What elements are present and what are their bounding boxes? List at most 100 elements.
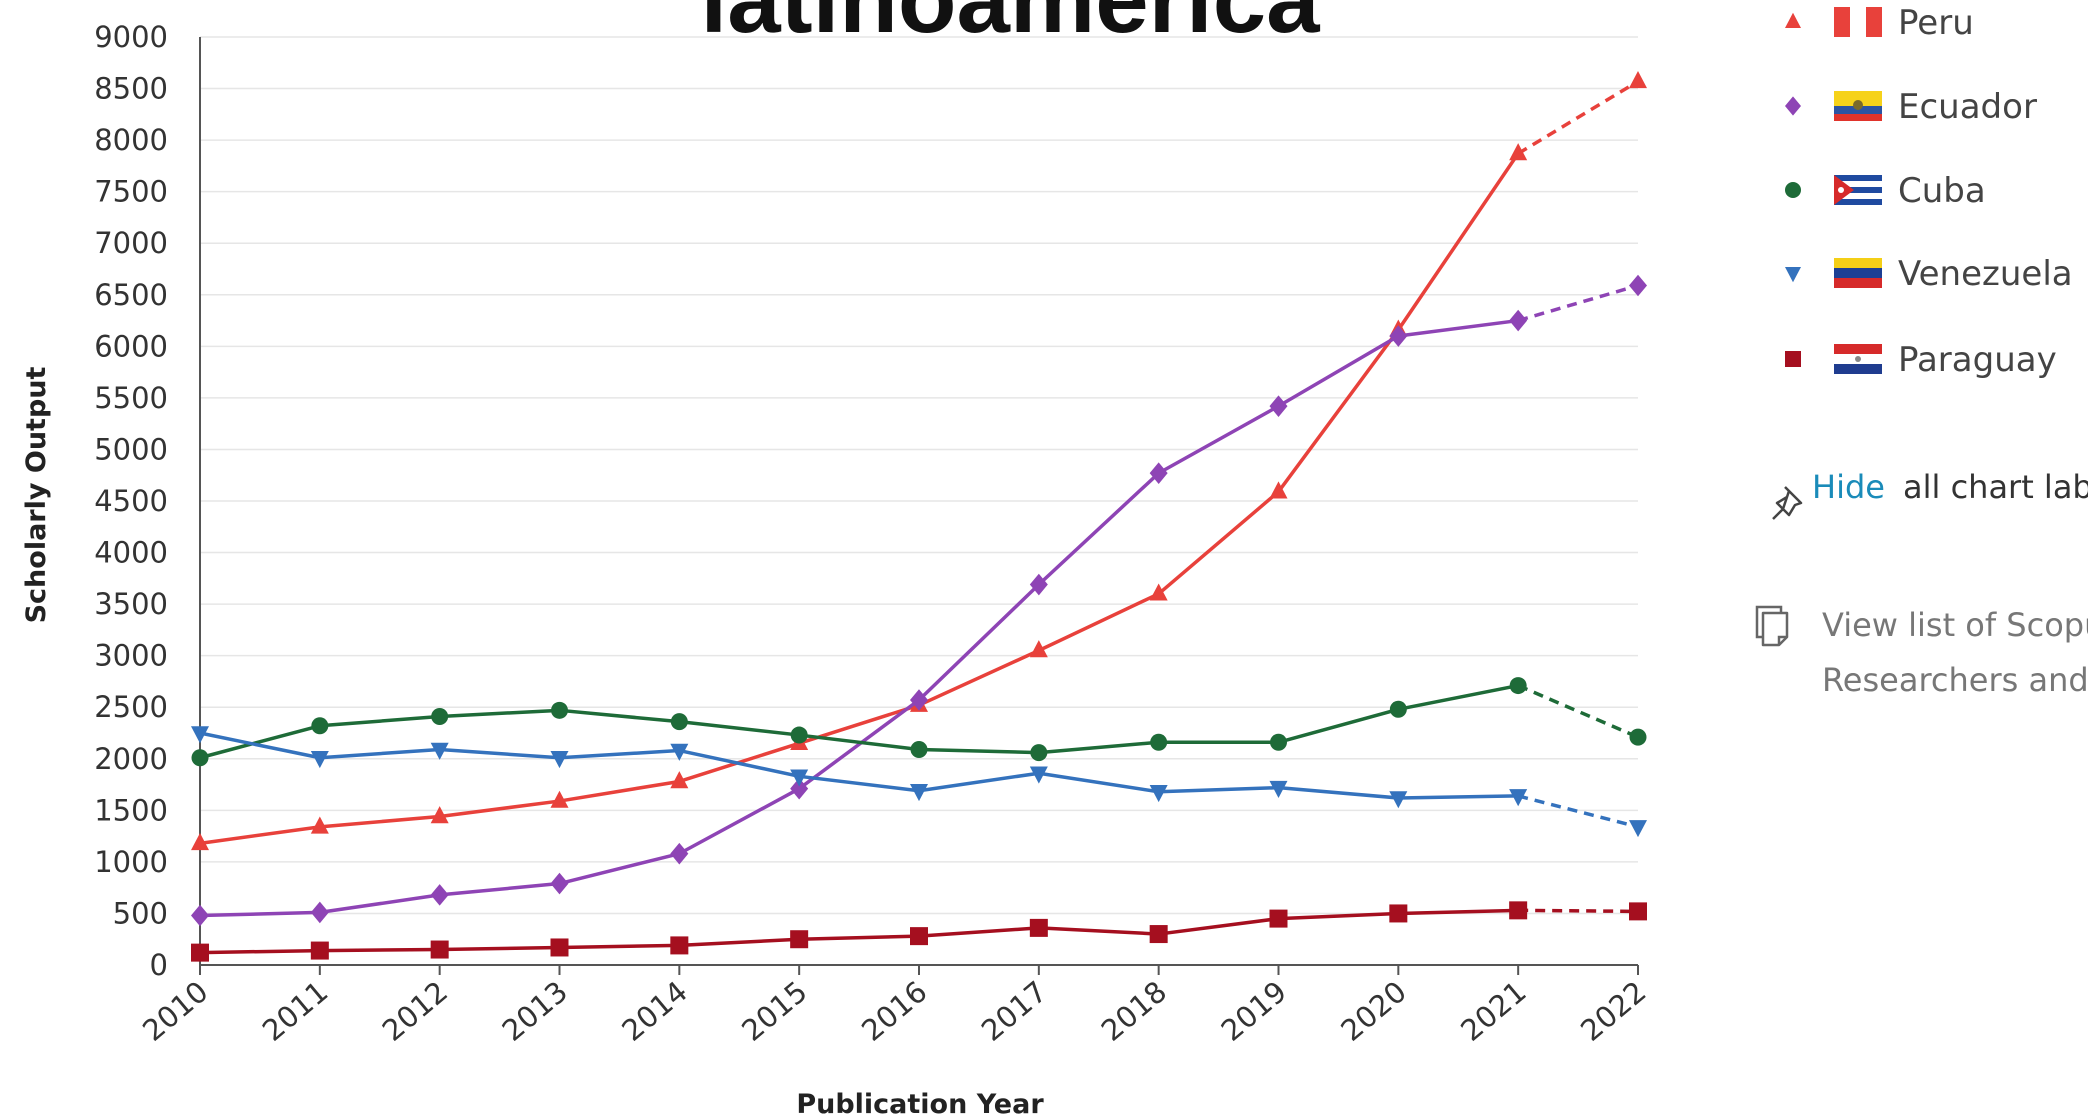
data-point[interactable] — [1629, 70, 1647, 89]
data-point[interactable] — [1509, 677, 1527, 695]
y-tick-label: 5500 — [94, 381, 168, 415]
data-point[interactable] — [1149, 462, 1168, 484]
data-point[interactable] — [191, 832, 209, 851]
data-point[interactable] — [430, 806, 449, 824]
y-tick-label: 9000 — [94, 20, 168, 54]
legend-marker[interactable] — [1785, 267, 1801, 283]
data-point[interactable] — [910, 783, 928, 802]
legend-marker[interactable] — [1785, 351, 1801, 367]
data-point[interactable] — [550, 872, 569, 895]
data-point[interactable] — [550, 790, 569, 808]
flag-peru-icon — [1834, 7, 1882, 37]
data-point[interactable] — [1389, 700, 1407, 718]
data-point[interactable] — [1029, 766, 1048, 784]
data-point[interactable] — [1509, 143, 1528, 161]
y-tick-label: 4500 — [94, 484, 168, 518]
hide-labels-text: all chart labe — [1903, 468, 2088, 506]
legend-marker[interactable] — [1785, 182, 1801, 198]
data-point[interactable] — [1629, 274, 1647, 297]
legend-item-ecuador[interactable]: Ecuador — [1785, 87, 2037, 127]
data-point[interactable] — [430, 884, 449, 906]
data-point[interactable] — [1389, 325, 1408, 347]
view-list-line1[interactable]: View list of Scopu — [1822, 606, 2088, 644]
legend-item-venezuela[interactable]: Venezuela — [1785, 254, 2073, 294]
data-point[interactable] — [670, 771, 689, 789]
legend-item-cuba[interactable]: Cuba — [1785, 171, 1986, 211]
data-point[interactable] — [310, 901, 329, 924]
legend-label: Paraguay — [1898, 340, 2057, 380]
y-tick-label: 6000 — [94, 329, 168, 363]
data-point[interactable] — [1629, 820, 1647, 838]
data-point[interactable] — [310, 941, 329, 960]
series — [191, 70, 1647, 962]
view-list-line2[interactable]: Researchers and C — [1822, 661, 2088, 699]
view-list-control[interactable]: View list of Scopu Researchers and C — [1755, 605, 2088, 699]
data-point[interactable] — [550, 750, 569, 769]
data-point[interactable] — [1269, 780, 1288, 798]
y-tick-label: 2500 — [94, 690, 168, 724]
data-point[interactable] — [1030, 744, 1048, 762]
y-tick-label: 8000 — [94, 123, 168, 157]
series-projected-line — [1517, 283, 1639, 323]
data-point[interactable] — [790, 769, 809, 787]
data-point[interactable] — [670, 936, 689, 955]
series-peru — [191, 70, 1647, 851]
data-point[interactable] — [1269, 395, 1288, 417]
data-point[interactable] — [191, 726, 209, 744]
data-point[interactable] — [1509, 901, 1528, 920]
data-point[interactable] — [191, 904, 209, 927]
data-point[interactable] — [1149, 583, 1168, 601]
hide-labels-control[interactable]: Hide all chart labe — [1772, 468, 2088, 520]
legend-marker[interactable] — [1785, 96, 1801, 116]
data-point[interactable] — [910, 689, 928, 711]
data-point[interactable] — [1150, 733, 1168, 751]
y-tick-label: 500 — [113, 896, 168, 930]
data-point[interactable] — [191, 749, 209, 767]
data-point[interactable] — [310, 750, 329, 769]
data-point[interactable] — [1029, 573, 1048, 596]
y-tick-label: 7000 — [94, 226, 168, 260]
data-point[interactable] — [1389, 791, 1408, 809]
data-point[interactable] — [910, 927, 928, 946]
series-ecuador — [191, 274, 1647, 927]
data-point[interactable] — [431, 708, 449, 726]
data-point[interactable] — [670, 713, 688, 731]
data-point[interactable] — [1149, 925, 1168, 944]
data-point[interactable] — [670, 842, 689, 865]
data-point[interactable] — [430, 742, 449, 760]
data-point[interactable] — [310, 816, 329, 834]
legend-marker[interactable] — [1785, 12, 1801, 28]
data-point[interactable] — [1269, 909, 1288, 928]
data-point[interactable] — [1629, 728, 1647, 746]
data-point[interactable] — [311, 717, 329, 735]
data-point[interactable] — [790, 726, 808, 744]
data-point[interactable] — [1509, 789, 1528, 807]
y-tick-label: 7500 — [94, 175, 168, 209]
data-point[interactable] — [670, 743, 689, 761]
data-point[interactable] — [1029, 918, 1048, 937]
y-tick-label: 1000 — [94, 845, 168, 879]
data-point[interactable] — [550, 938, 569, 957]
data-point[interactable] — [551, 701, 568, 719]
legend-item-paraguay[interactable]: Paraguay — [1785, 340, 2057, 380]
data-point[interactable] — [1029, 640, 1048, 658]
series-projected-line — [1517, 794, 1639, 829]
data-point[interactable] — [191, 943, 209, 962]
x-tick-label: 2022 — [1574, 974, 1652, 1047]
legend-item-peru[interactable]: Peru — [1785, 3, 1974, 43]
data-point[interactable] — [790, 777, 809, 800]
data-point[interactable] — [910, 740, 928, 758]
hide-labels-link[interactable]: Hide — [1812, 468, 1885, 506]
series-venezuela — [191, 726, 1647, 838]
x-tick-label: 2021 — [1454, 974, 1532, 1047]
data-point[interactable] — [1509, 309, 1528, 332]
data-point[interactable] — [790, 930, 809, 949]
legend-label: Peru — [1898, 3, 1974, 43]
data-point[interactable] — [1269, 481, 1288, 499]
data-point[interactable] — [1629, 902, 1647, 921]
data-point[interactable] — [1389, 904, 1408, 923]
data-point[interactable] — [430, 940, 449, 959]
data-point[interactable] — [1270, 733, 1287, 751]
data-point[interactable] — [1149, 785, 1168, 803]
legend[interactable]: Peru Ecuador Cuba Venezuela Paraguay — [1785, 3, 2073, 380]
